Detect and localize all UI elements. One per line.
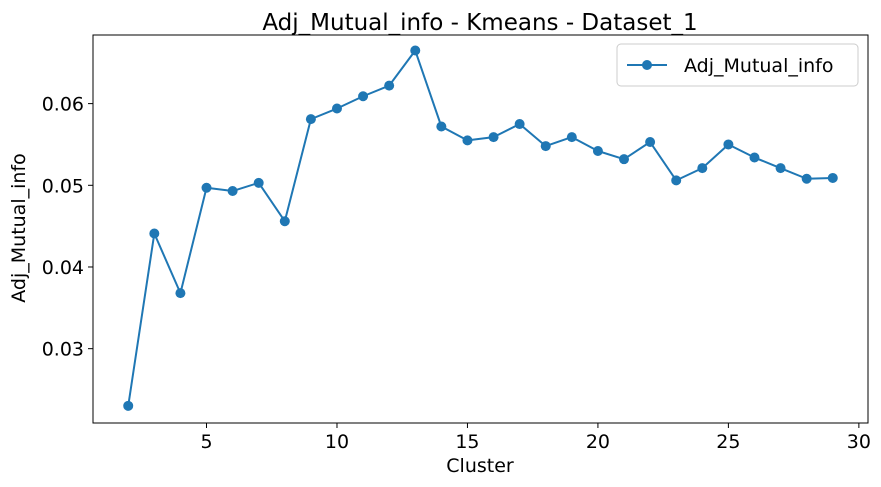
x-tick-label: 5	[200, 431, 212, 453]
data-point	[175, 288, 186, 299]
data-point	[410, 45, 421, 56]
x-tick-label: 10	[325, 431, 349, 453]
data-point	[697, 163, 708, 174]
plot-frame	[92, 34, 869, 424]
x-axis-label: Cluster	[446, 455, 514, 477]
data-point	[123, 400, 134, 411]
x-tick-label: 20	[586, 431, 610, 453]
legend-series-label: Adj_Mutual_info	[684, 55, 834, 77]
legend: Adj_Mutual_info	[616, 43, 859, 87]
x-axis-ticks: 5 10 15 20 25 30	[200, 423, 871, 453]
chart-title: Adj_Mutual_info - Kmeans - Dataset_1	[262, 10, 697, 36]
data-point	[436, 121, 447, 132]
data-point	[462, 135, 473, 146]
data-point	[227, 186, 238, 197]
data-point	[279, 216, 290, 227]
data-point	[619, 154, 630, 165]
data-point	[305, 114, 316, 125]
data-point	[749, 152, 760, 163]
series-line	[127, 49, 833, 406]
y-tick-label: 0.06	[42, 94, 84, 116]
data-point	[566, 132, 577, 143]
data-point	[592, 145, 603, 156]
data-point	[514, 119, 525, 130]
plot-area: 5 10 15 20 25 30 0.03 0.04 0.05 0.06	[42, 34, 871, 453]
data-point	[201, 182, 212, 193]
legend-series-marker	[642, 60, 652, 70]
y-axis-label: Adj_Mutual_info	[8, 153, 30, 303]
data-point	[331, 103, 342, 114]
x-tick-label: 15	[455, 431, 479, 453]
x-tick-label: 30	[847, 431, 871, 453]
y-tick-label: 0.03	[42, 339, 84, 361]
data-point	[775, 163, 786, 174]
data-point	[149, 228, 160, 239]
x-tick-label: 25	[716, 431, 740, 453]
data-point	[801, 173, 812, 184]
data-point	[723, 139, 734, 150]
legend-box	[616, 43, 859, 87]
data-point	[645, 137, 656, 148]
y-tick-label: 0.04	[42, 257, 84, 279]
y-tick-label: 0.05	[42, 175, 84, 197]
data-point	[540, 141, 551, 152]
y-axis-ticks: 0.03 0.04 0.05 0.06	[42, 94, 93, 361]
data-point	[384, 80, 395, 91]
data-point	[253, 177, 264, 188]
data-point	[827, 172, 838, 183]
data-point	[671, 175, 682, 186]
data-point	[488, 132, 499, 143]
data-point	[358, 91, 369, 102]
series-layer	[123, 45, 838, 411]
